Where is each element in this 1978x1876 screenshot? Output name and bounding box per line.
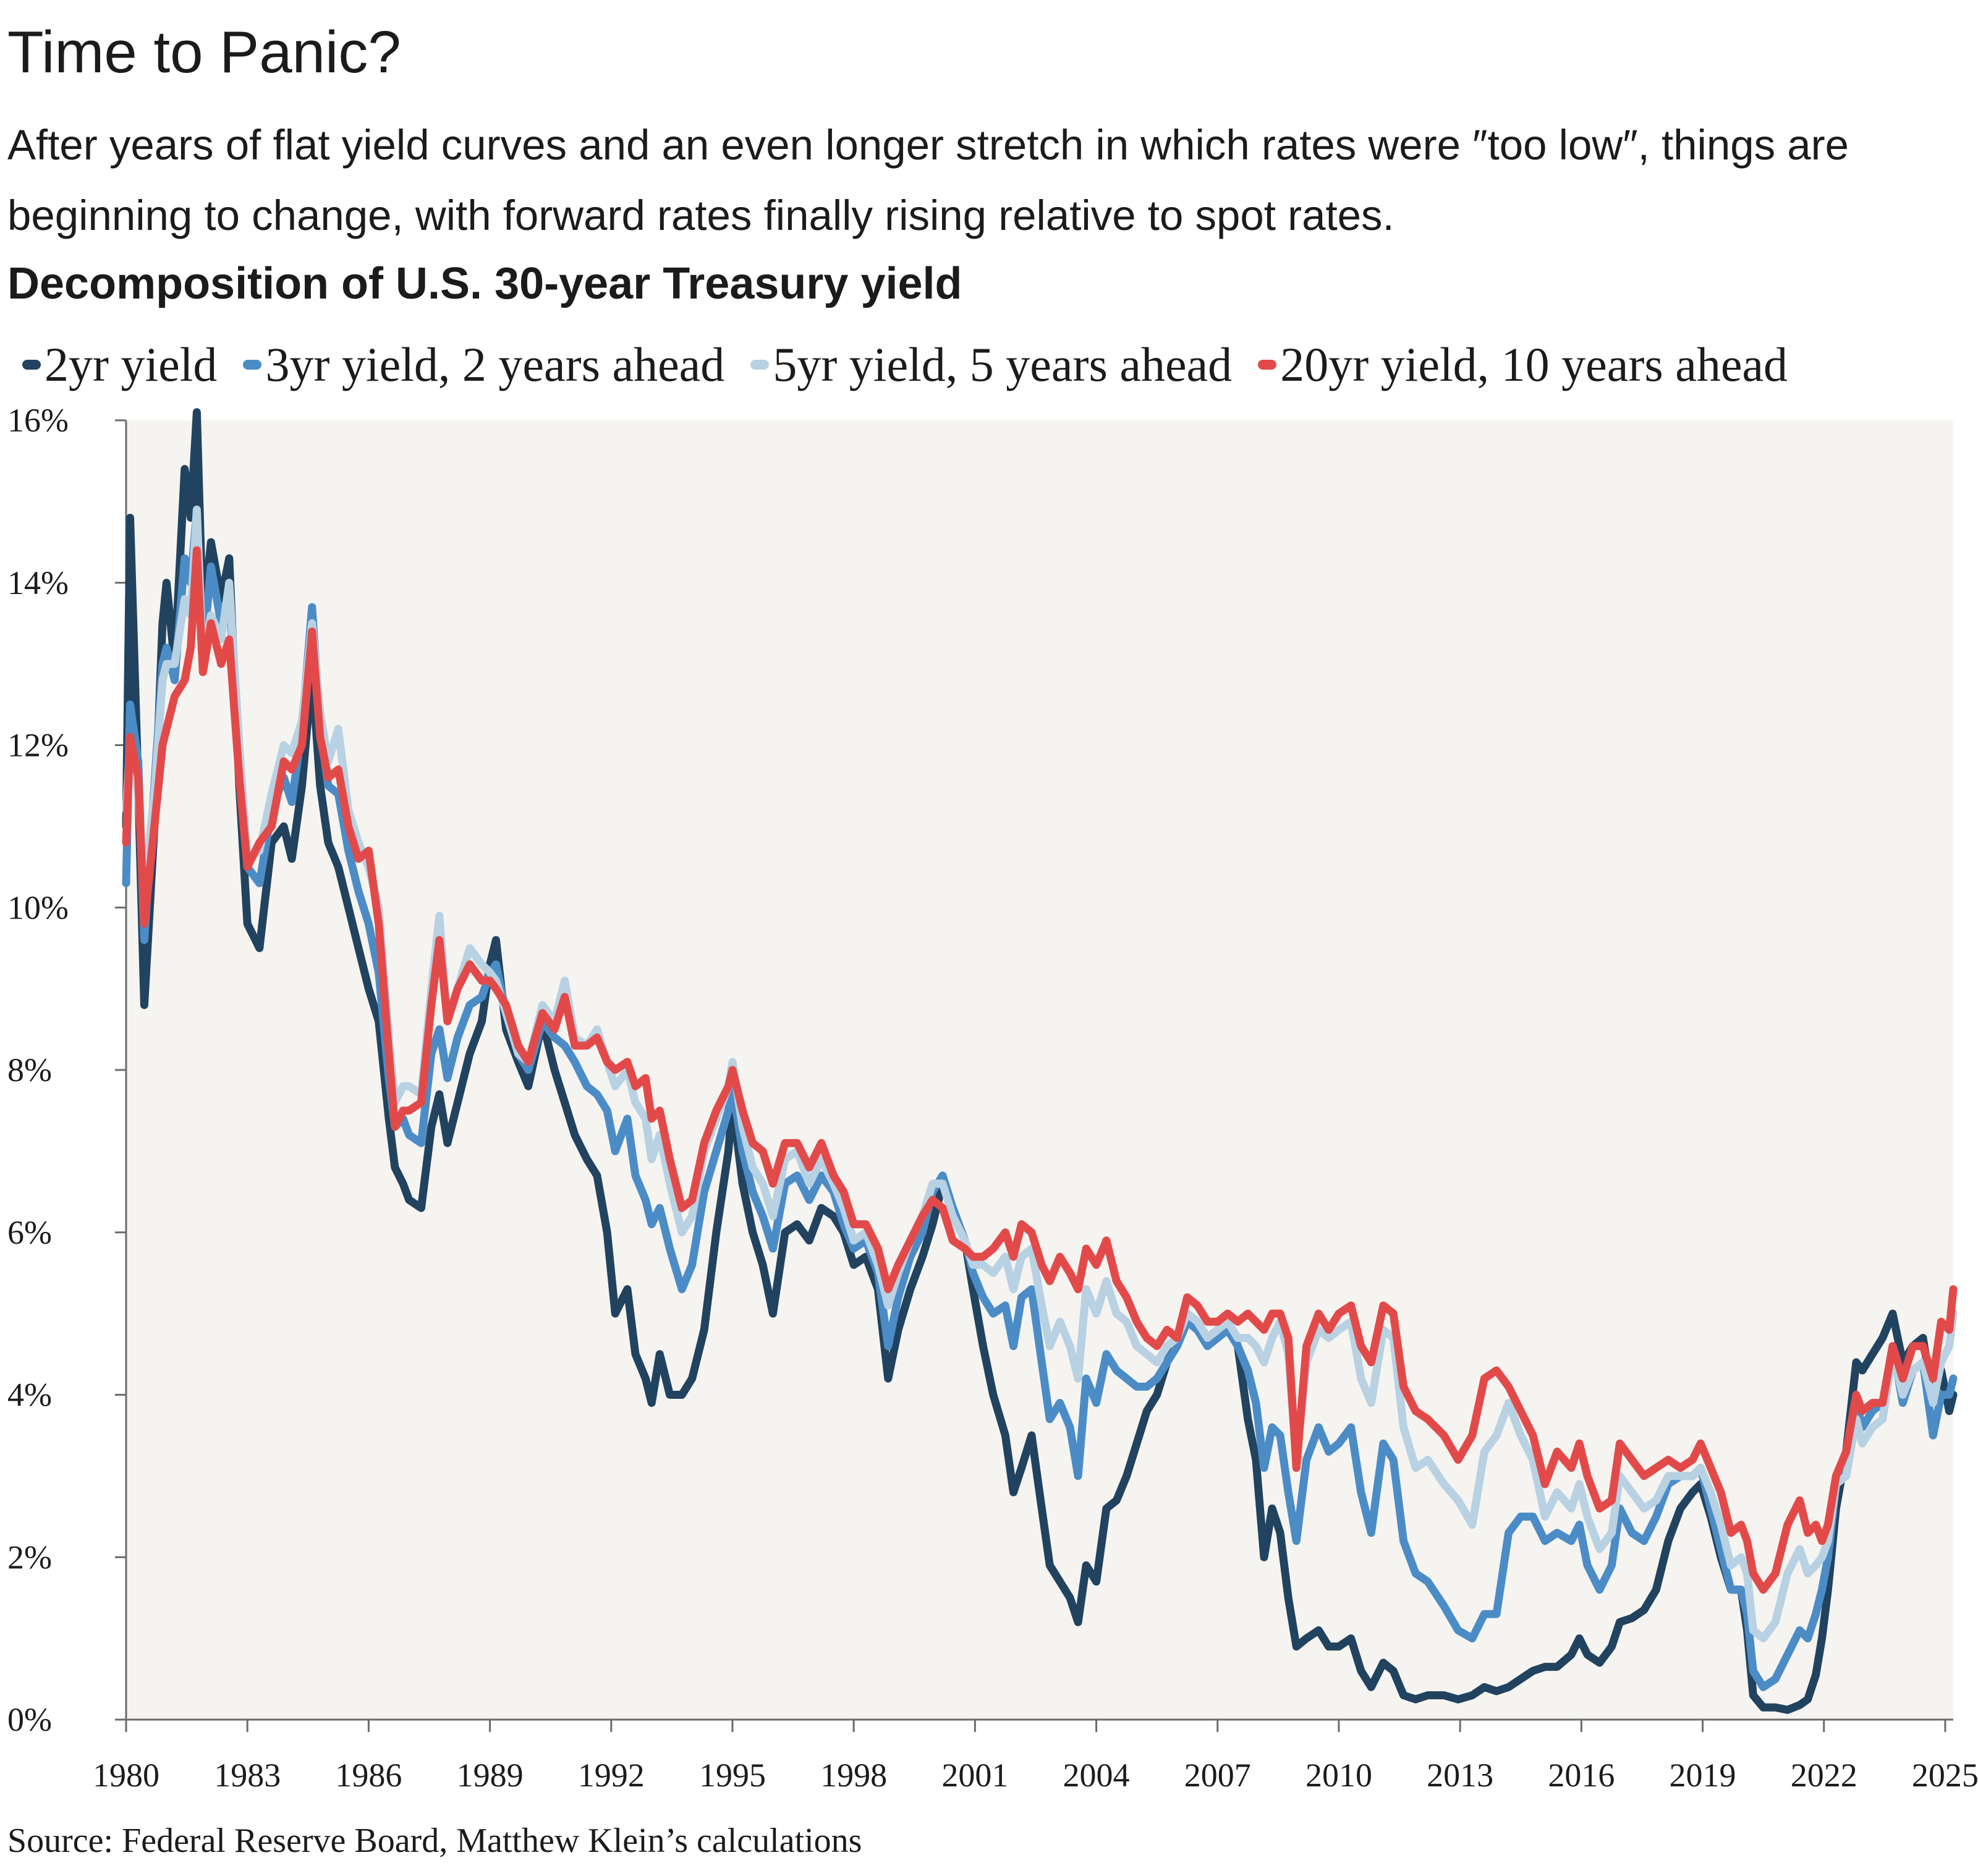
legend-item-3: 5yr yield, 5 years ahead (750, 337, 1232, 393)
x-tick-label: 1998 (820, 1757, 887, 1794)
series-line-1 (122, 408, 1958, 1714)
x-tick-label: 2007 (1184, 1757, 1251, 1794)
legend-swatch (1258, 360, 1277, 370)
y-tick-label: 6% (7, 1214, 52, 1251)
y-tick-label: 4% (7, 1377, 52, 1414)
x-tick-label: 2001 (941, 1757, 1008, 1794)
source-note: Source: Federal Reserve Board, Matthew K… (7, 1822, 862, 1860)
x-tick-label: 2016 (1548, 1757, 1615, 1794)
legend-swatch (243, 360, 262, 370)
x-tick-label: 2022 (1791, 1757, 1857, 1794)
legend-label: 5yr yield, 5 years ahead (773, 337, 1233, 391)
legend-label: 3yr yield, 2 years ahead (265, 337, 725, 391)
y-tick-label: 2% (7, 1539, 52, 1576)
x-tick-label: 2025 (1912, 1757, 1978, 1794)
y-tick-label: 16% (7, 402, 69, 439)
y-tick-label: 0% (7, 1701, 52, 1738)
x-tick-label: 1992 (578, 1757, 645, 1794)
plot-area (126, 420, 1953, 1720)
x-tick-label: 1986 (335, 1757, 402, 1794)
chart-legend: 2yr yield 3yr yield, 2 years ahead 5yr yie… (22, 334, 1814, 396)
legend-swatch (22, 360, 41, 370)
y-tick-label: 14% (7, 564, 69, 601)
x-tick-label: 2010 (1305, 1757, 1372, 1794)
y-tick-label: 10% (7, 889, 69, 926)
series-line-4 (122, 546, 1958, 1594)
legend-label: 2yr yield (45, 337, 218, 391)
x-tick-label: 1989 (457, 1757, 524, 1794)
x-tick-label: 2004 (1063, 1757, 1130, 1794)
x-tick-label: 1980 (93, 1757, 159, 1794)
y-tick-label: 12% (7, 727, 69, 764)
legend-item-2: 3yr yield, 2 years ahead (243, 337, 724, 393)
legend-item-4: 20yr yield, 10 years ahead (1258, 337, 1788, 393)
page-subtitle: After years of flat yield curves and an … (7, 121, 1849, 239)
legend-item-1: 2yr yield (22, 337, 217, 393)
y-tick-label: 8% (7, 1051, 52, 1089)
chart-title: Decomposition of U.S. 30-year Treasury y… (7, 259, 962, 308)
legend-swatch (750, 360, 770, 370)
x-tick-label: 2019 (1670, 1757, 1736, 1794)
x-tick-label: 1995 (699, 1757, 766, 1794)
x-tick-label: 1983 (214, 1757, 281, 1794)
legend-label: 20yr yield, 10 years ahead (1280, 337, 1788, 391)
x-tick-label: 2013 (1427, 1757, 1493, 1794)
page-title: Time to Panic? (7, 19, 401, 85)
